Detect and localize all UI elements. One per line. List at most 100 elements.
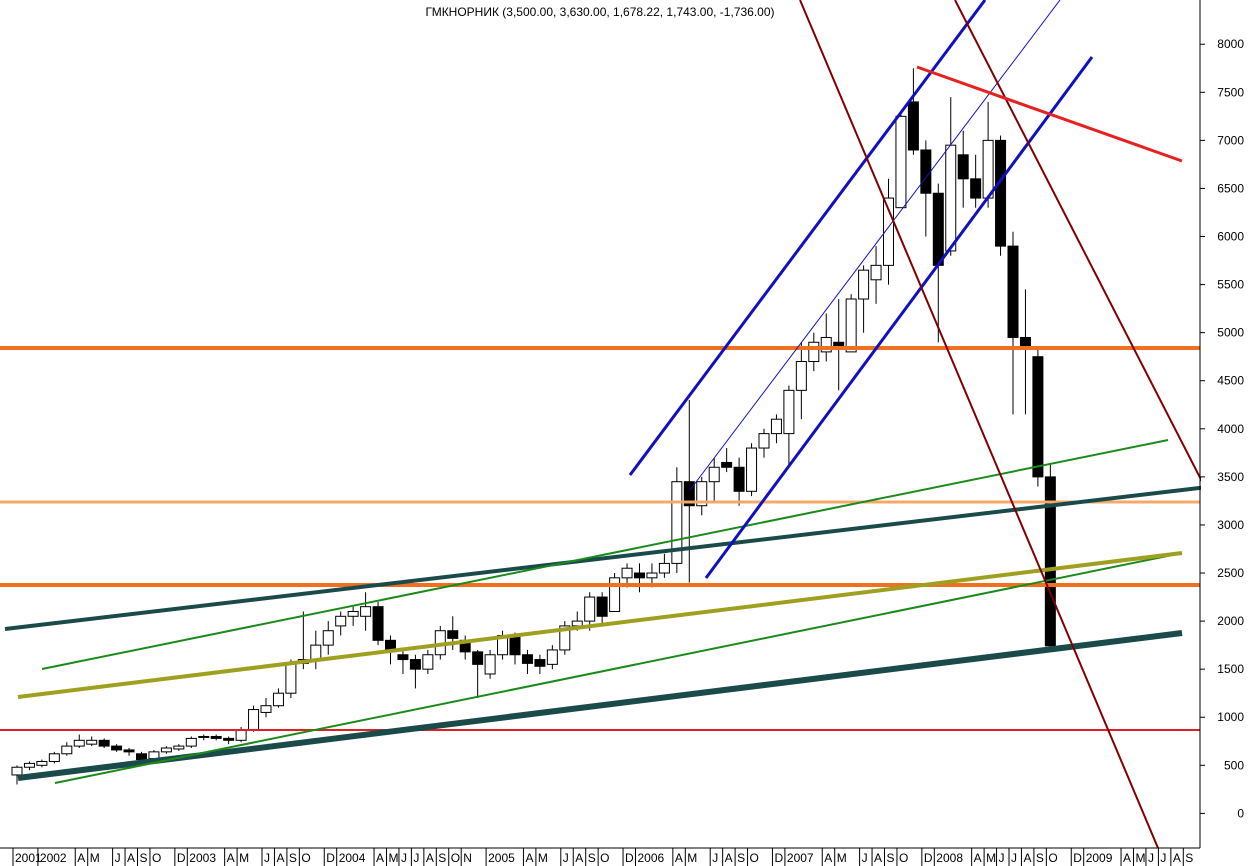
x-tick-label: J — [264, 851, 270, 865]
x-tick-label: M — [687, 851, 697, 865]
x-tick-label: O — [451, 851, 460, 865]
candle-body — [970, 178, 982, 199]
candle-body — [272, 692, 284, 707]
candle-body — [173, 745, 185, 750]
candle-body — [895, 115, 907, 209]
candle-body — [559, 625, 571, 651]
candle-body — [322, 630, 334, 646]
x-tick-label: 2004 — [339, 851, 366, 865]
candle-body — [733, 466, 745, 492]
x-tick-label: A — [974, 851, 982, 865]
channel-line — [689, 0, 1061, 491]
x-tick-label: D — [177, 851, 186, 865]
y-tick-label: 6500 — [1217, 181, 1244, 195]
candle-body — [23, 762, 35, 768]
candle-body — [546, 649, 558, 665]
x-tick-label: S — [887, 851, 895, 865]
candle-body — [945, 144, 957, 252]
candle-body — [472, 651, 484, 665]
x-tick-label: D — [326, 851, 335, 865]
candle-body — [223, 737, 235, 741]
candle-body — [571, 620, 583, 627]
x-tick-label: A — [525, 851, 533, 865]
x-tick-label: O — [899, 851, 908, 865]
x-tick-label: M — [90, 851, 100, 865]
x-tick-label: J — [1011, 851, 1017, 865]
x-tick-label: J — [999, 851, 1005, 865]
candle-body — [347, 610, 359, 617]
x-tick-label: J — [1160, 851, 1166, 865]
candle-body — [447, 630, 459, 639]
candle-body — [708, 466, 720, 483]
x-tick-label: J — [563, 851, 569, 865]
trend-line — [916, 65, 1183, 163]
x-tick-label: 2003 — [189, 851, 216, 865]
x-tick-label: O — [152, 851, 161, 865]
candle-body — [335, 615, 347, 627]
candle-body — [808, 341, 820, 363]
x-tick-label: O — [301, 851, 310, 865]
candle-body — [484, 654, 496, 675]
candle-body — [148, 751, 160, 760]
x-tick-label: A — [426, 851, 434, 865]
candle-body — [160, 747, 172, 753]
x-tick-label: S — [588, 851, 596, 865]
candle-body — [1032, 356, 1044, 478]
x-tick-label: S — [737, 851, 745, 865]
x-tick-label: A — [874, 851, 882, 865]
candle-body — [136, 753, 147, 761]
y-tick-label: 1000 — [1217, 710, 1244, 724]
x-tick-label: 2007 — [787, 851, 814, 865]
candle-body — [783, 389, 795, 435]
x-tick-label: D — [625, 851, 634, 865]
candle-body — [671, 481, 683, 564]
candle-body — [111, 745, 123, 751]
candle-body — [870, 264, 882, 281]
x-tick-label: J — [413, 851, 419, 865]
candle-body — [11, 766, 23, 776]
candle-body — [770, 418, 782, 435]
candle-body — [584, 596, 596, 622]
y-tick-label: 3500 — [1217, 470, 1244, 484]
candle-body — [982, 139, 994, 199]
x-tick-label: O — [1048, 851, 1057, 865]
candle-body — [795, 361, 807, 391]
candle-body — [758, 433, 770, 449]
candle-body — [995, 139, 1007, 247]
candle-body — [658, 562, 670, 574]
candle-body — [260, 705, 272, 713]
candle-body — [422, 654, 434, 670]
channel-line — [954, 0, 1250, 576]
channel-line — [704, 56, 1094, 579]
x-tick-label: A — [824, 851, 832, 865]
candle-body — [634, 572, 645, 579]
candle-body — [509, 635, 521, 656]
x-tick-label: D — [924, 851, 933, 865]
x-tick-label: A — [675, 851, 683, 865]
x-tick-label: D — [774, 851, 783, 865]
x-tick-label: A — [276, 851, 284, 865]
x-tick-label: A — [725, 851, 733, 865]
y-tick-label: 2000 — [1217, 614, 1244, 628]
x-tick-label: A — [1123, 851, 1131, 865]
candle-body — [123, 749, 135, 753]
y-tick-label: 7000 — [1217, 133, 1244, 147]
trend-line — [17, 630, 1183, 781]
candle-body — [285, 662, 297, 694]
x-tick-label: A — [376, 851, 384, 865]
candle-body — [372, 606, 384, 641]
x-tick-label: J — [401, 851, 407, 865]
trend-line — [41, 439, 1169, 670]
trend-line — [4, 480, 1250, 631]
candles — [11, 68, 1056, 785]
y-tick-label: 500 — [1224, 758, 1244, 772]
candle-body — [48, 753, 60, 762]
axis-panel — [1201, 0, 1250, 848]
y-tick-label: 5000 — [1217, 326, 1244, 340]
y-tick-label: 7500 — [1217, 85, 1244, 99]
candle-body — [397, 654, 409, 661]
candle-body — [746, 447, 758, 492]
candle-body — [73, 739, 85, 747]
